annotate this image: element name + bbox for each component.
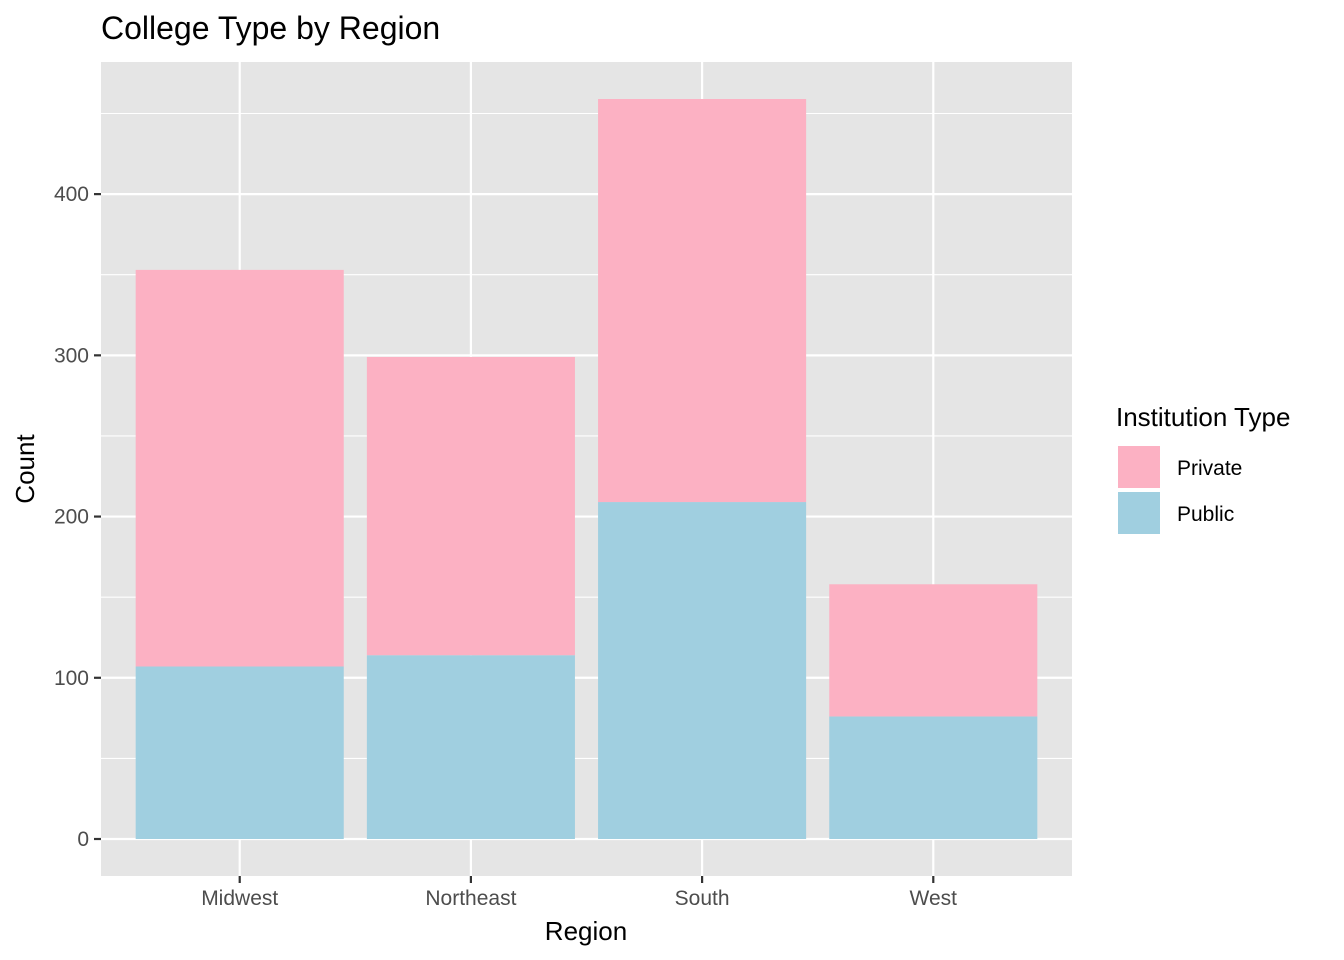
legend-title: Institution Type xyxy=(1116,402,1290,432)
legend-key-private xyxy=(1116,444,1162,490)
x-tick-label: Northeast xyxy=(425,887,516,910)
y-tick-label: 300 xyxy=(54,344,89,367)
bar-public-west xyxy=(829,716,1038,839)
bar-private-west xyxy=(829,584,1038,717)
bar-public-northeast xyxy=(366,655,575,839)
bars xyxy=(135,99,1038,839)
y-tick-label: 200 xyxy=(54,506,89,529)
bar-public-south xyxy=(598,502,807,839)
y-tick-label: 100 xyxy=(54,667,89,690)
legend: Institution Type Private Public xyxy=(1116,402,1290,536)
x-axis-title: Region xyxy=(545,916,627,946)
legend-key-public xyxy=(1116,490,1162,536)
bar-private-northeast xyxy=(366,356,575,656)
bar-public-midwest xyxy=(135,666,344,839)
y-axis: 0 100 200 300 400 xyxy=(54,183,101,851)
chart-title: College Type by Region xyxy=(101,10,440,46)
x-tick-label: South xyxy=(675,887,730,910)
bar-private-midwest xyxy=(135,269,344,667)
x-axis: Midwest Northeast South West xyxy=(201,876,957,910)
bar-private-south xyxy=(598,99,807,503)
legend-label-private: Private xyxy=(1177,457,1242,480)
y-tick-label: 0 xyxy=(77,828,89,851)
x-tick-label: Midwest xyxy=(201,887,278,910)
x-tick-label: West xyxy=(910,887,958,910)
legend-label-public: Public xyxy=(1177,503,1234,526)
y-tick-label: 400 xyxy=(54,183,89,206)
y-axis-title: Count xyxy=(10,434,40,504)
